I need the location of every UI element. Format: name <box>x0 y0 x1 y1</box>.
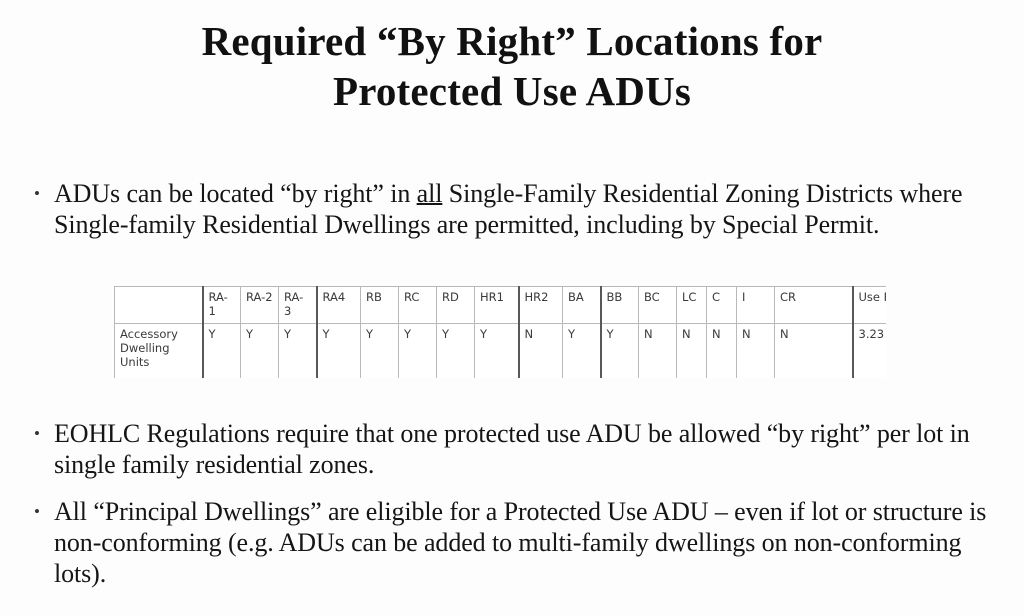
bullet-marker-icon: • <box>34 424 40 443</box>
zoning-cell-ra-1: Y <box>201 323 241 378</box>
zoning-table-container: RA-1 RA-2 RA-3 RA4 RB RC RD HR1 HR2 BA B… <box>114 286 886 378</box>
bullet-eohlc-regulations-text: EOHLC Regulations require that one prote… <box>54 419 970 479</box>
zoning-cell-c: N <box>706 323 737 378</box>
bullet-marker-icon: • <box>34 502 40 521</box>
zoning-header-bc: BC <box>638 286 677 324</box>
zoning-cell-rd: Y <box>436 323 475 378</box>
page-title: Required “By Right” Locations for Protec… <box>0 16 1024 116</box>
zoning-header-rc: RC <box>398 286 437 324</box>
zoning-cell-bb: Y <box>599 323 639 378</box>
zoning-cell-hr2: N <box>517 323 563 378</box>
zoning-header-cr: CR <box>774 286 853 324</box>
zoning-header-lc: LC <box>676 286 707 324</box>
zoning-cell-use-reference: 3.23 and <box>851 323 886 378</box>
zoning-cell-lc: N <box>676 323 707 378</box>
zoning-cell-cr: N <box>774 323 853 378</box>
zoning-cell-ra4: Y <box>315 323 361 378</box>
bullet-adus-by-right: • ADUs can be located “by right” in all … <box>32 178 992 240</box>
bullet-principal-dwellings-text: All “Principal Dwellings” are eligible f… <box>54 497 987 588</box>
zoning-header-hr2: HR2 <box>517 286 563 324</box>
bullet-list-top: • ADUs can be located “by right” in all … <box>32 178 992 240</box>
zoning-table-header-row: RA-1 RA-2 RA-3 RA4 RB RC RD HR1 HR2 BA B… <box>114 286 886 324</box>
title-line-1: Required “By Right” Locations for <box>201 18 823 64</box>
zoning-header-ra4: RA4 <box>315 286 361 324</box>
bullet-principal-dwellings: • All “Principal Dwellings” are eligible… <box>32 496 992 589</box>
zoning-header-rd: RD <box>436 286 475 324</box>
zoning-cell-ra-3: Y <box>278 323 317 378</box>
bullet-text-emphasis-all: all <box>416 179 443 208</box>
zoning-header-ra-3: RA-3 <box>278 286 317 324</box>
zoning-row-label-accessory-dwelling-units: Accessory Dwelling Units <box>114 323 203 378</box>
zoning-header-ba: BA <box>562 286 601 324</box>
bullet-list-bottom: • EOHLC Regulations require that one pro… <box>32 418 992 589</box>
bullet-adus-by-right-text: ADUs can be located “by right” in all Si… <box>54 178 992 240</box>
table-row: Accessory Dwelling Units Y Y Y Y Y Y Y Y… <box>114 323 886 378</box>
zoning-cell-rb: Y <box>360 323 399 378</box>
zoning-header-c: C <box>706 286 737 324</box>
zoning-header-use-reference: Use Refe <box>851 286 886 324</box>
zoning-header-hr1: HR1 <box>474 286 519 324</box>
bullet-text-segment-2: Single-Family Residential Zoning Distric… <box>54 179 963 239</box>
title-line-2: Protected Use ADUs <box>332 68 692 114</box>
zoning-cell-bc: N <box>638 323 677 378</box>
zoning-cell-i: N <box>736 323 775 378</box>
zoning-header-rb: RB <box>360 286 399 324</box>
bullet-marker-icon: • <box>34 184 40 203</box>
zoning-header-ra-1: RA-1 <box>201 286 241 324</box>
zoning-header-i: I <box>736 286 775 324</box>
bullet-text-segment-1: ADUs can be located “by right” in <box>54 179 417 208</box>
zoning-header-corner <box>114 286 203 324</box>
zoning-cell-ra-2: Y <box>240 323 279 378</box>
zoning-cell-rc: Y <box>398 323 437 378</box>
zoning-cell-hr1: Y <box>474 323 519 378</box>
zoning-header-bb: BB <box>599 286 639 324</box>
zoning-cell-ba: Y <box>562 323 601 378</box>
bullet-eohlc-regulations: • EOHLC Regulations require that one pro… <box>32 418 992 480</box>
zoning-table: RA-1 RA-2 RA-3 RA4 RB RC RD HR1 HR2 BA B… <box>114 286 886 378</box>
zoning-header-ra-2: RA-2 <box>240 286 279 324</box>
